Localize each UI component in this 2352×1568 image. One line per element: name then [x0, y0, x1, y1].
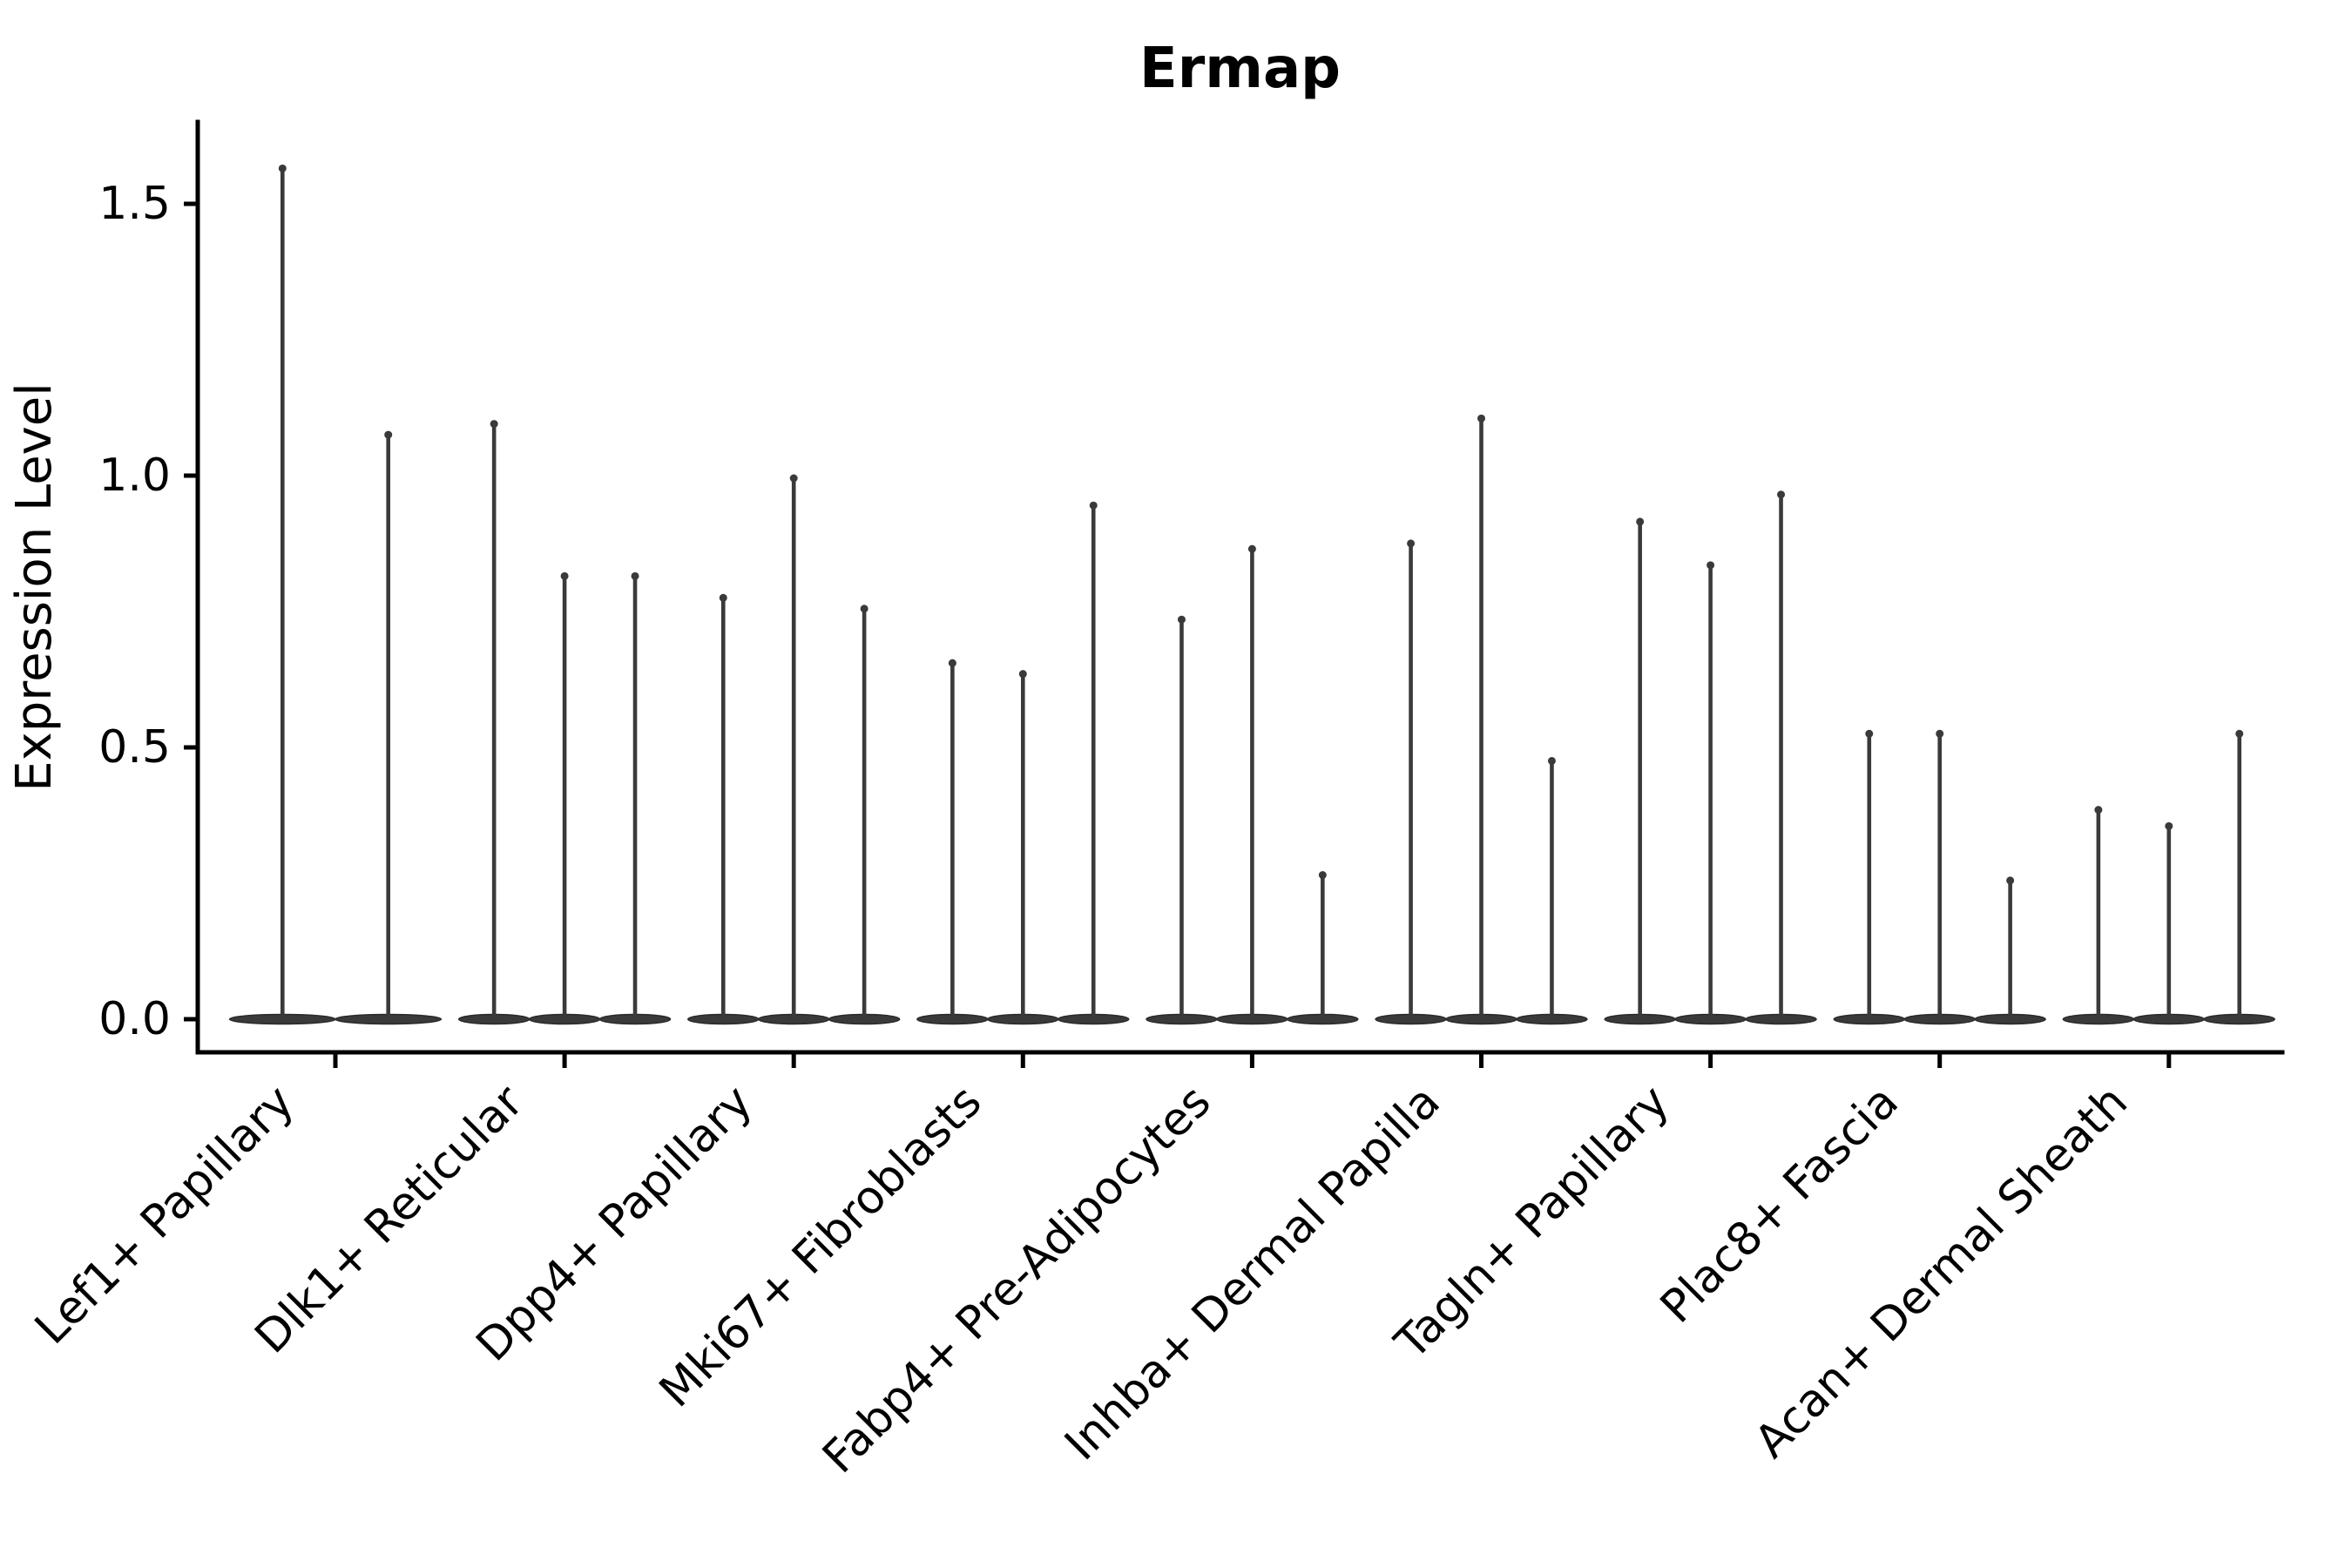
violin-spike: [1091, 503, 1096, 1019]
violin-spike: [1179, 617, 1184, 1019]
violin-spike: [1708, 562, 1713, 1019]
x-tick-label: Fabp4+ Pre-Adipocytes: [813, 1076, 1220, 1484]
violin-spike-tip: [560, 571, 569, 580]
violin-spike: [791, 476, 796, 1019]
violin-spike-tip: [1018, 670, 1027, 679]
violin-spike: [632, 573, 638, 1019]
violin-group: [1833, 729, 2046, 1025]
violin-spike: [720, 595, 726, 1019]
violin-spike-tip: [2094, 806, 2103, 814]
violin-spike: [1867, 731, 1872, 1019]
violin-group: [916, 501, 1130, 1025]
violin-spike: [1479, 416, 1484, 1019]
violin-spike-tip: [384, 430, 393, 439]
violin-spike-tip: [2165, 821, 2173, 830]
violin-spike: [2166, 823, 2172, 1019]
violin-spike-tip: [2006, 876, 2015, 885]
violin-spike-tip: [1936, 729, 1944, 738]
violin-spike: [1409, 540, 1413, 1019]
violin-group: [228, 164, 443, 1025]
violin-spike-tip: [2235, 729, 2244, 738]
violin-spike-tip: [1707, 561, 1715, 570]
violin-spike-tip: [948, 659, 956, 667]
violin-spike-tip: [1318, 871, 1327, 880]
violin-spike-tip: [1865, 729, 1874, 738]
violin-spike: [1937, 731, 1942, 1019]
violin-spike: [491, 421, 497, 1020]
violin-group: [2062, 729, 2275, 1025]
violin-spike: [1638, 518, 1642, 1019]
violin-spike: [1021, 671, 1025, 1019]
violin-spike: [2096, 807, 2101, 1019]
violin-spike-tip: [278, 164, 287, 172]
y-tick-label: 1.5: [98, 178, 171, 230]
violin-spike: [1321, 872, 1325, 1019]
chart-title: Ermap: [1139, 37, 1341, 101]
violin-spike: [862, 605, 867, 1019]
y-tick-label: 0.0: [98, 993, 171, 1045]
violin-spike-tip: [1407, 539, 1416, 548]
violin-spike: [1250, 546, 1254, 1019]
violin-spike: [2237, 731, 2242, 1019]
y-axis-label: Expression Level: [6, 382, 63, 792]
violin-spike-tip: [1089, 501, 1098, 510]
violin-spike-tip: [719, 593, 727, 602]
x-tick-label: Inhba+ Dermal Papilla: [1055, 1076, 1450, 1470]
violin-group: [1375, 414, 1588, 1025]
x-tick-label: Acan+ Dermal Sheath: [1745, 1076, 2138, 1469]
violin-spike-tip: [1777, 490, 1786, 499]
violin-spike: [2008, 877, 2012, 1019]
violin-spike-tip: [490, 420, 498, 429]
violin-group: [1604, 490, 1817, 1025]
violin-spike-tip: [860, 605, 868, 613]
violin-spike: [562, 573, 567, 1019]
violin-spike: [950, 660, 955, 1019]
violin-spike: [1779, 491, 1783, 1019]
violin-spike-tip: [1636, 517, 1645, 526]
violin-spike: [1550, 758, 1554, 1019]
violin-spike: [280, 166, 285, 1019]
violin-spike: [386, 432, 390, 1020]
violin-group: [1146, 544, 1359, 1025]
violin-group: [457, 420, 672, 1025]
violin-spike-tip: [1247, 544, 1256, 553]
violin-spike-tip: [789, 474, 798, 483]
violin-spike-tip: [1177, 615, 1186, 624]
violin-spike-tip: [1477, 414, 1485, 422]
x-tick-label: Plac8+ Fascia: [1651, 1076, 1909, 1334]
y-tick-label: 1.0: [98, 449, 171, 502]
violin-group: [687, 474, 901, 1025]
axis-spines: [195, 119, 2285, 1055]
violin-spike-tip: [631, 571, 639, 580]
y-tick-label: 0.5: [98, 721, 171, 774]
violin-spike-tip: [1547, 756, 1556, 765]
